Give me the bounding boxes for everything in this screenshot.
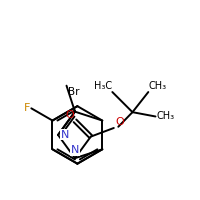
Text: N: N: [61, 130, 69, 140]
Text: F: F: [24, 103, 30, 113]
Text: O: O: [115, 117, 124, 127]
Text: O: O: [65, 110, 74, 120]
Text: H₃C: H₃C: [94, 81, 112, 91]
Text: N: N: [71, 145, 79, 155]
Text: CH₃: CH₃: [156, 111, 174, 121]
Text: Br: Br: [68, 87, 79, 97]
Text: CH₃: CH₃: [149, 81, 167, 91]
